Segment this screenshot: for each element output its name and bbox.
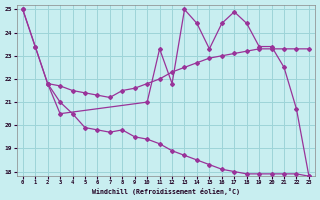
X-axis label: Windchill (Refroidissement éolien,°C): Windchill (Refroidissement éolien,°C) [92, 188, 240, 195]
